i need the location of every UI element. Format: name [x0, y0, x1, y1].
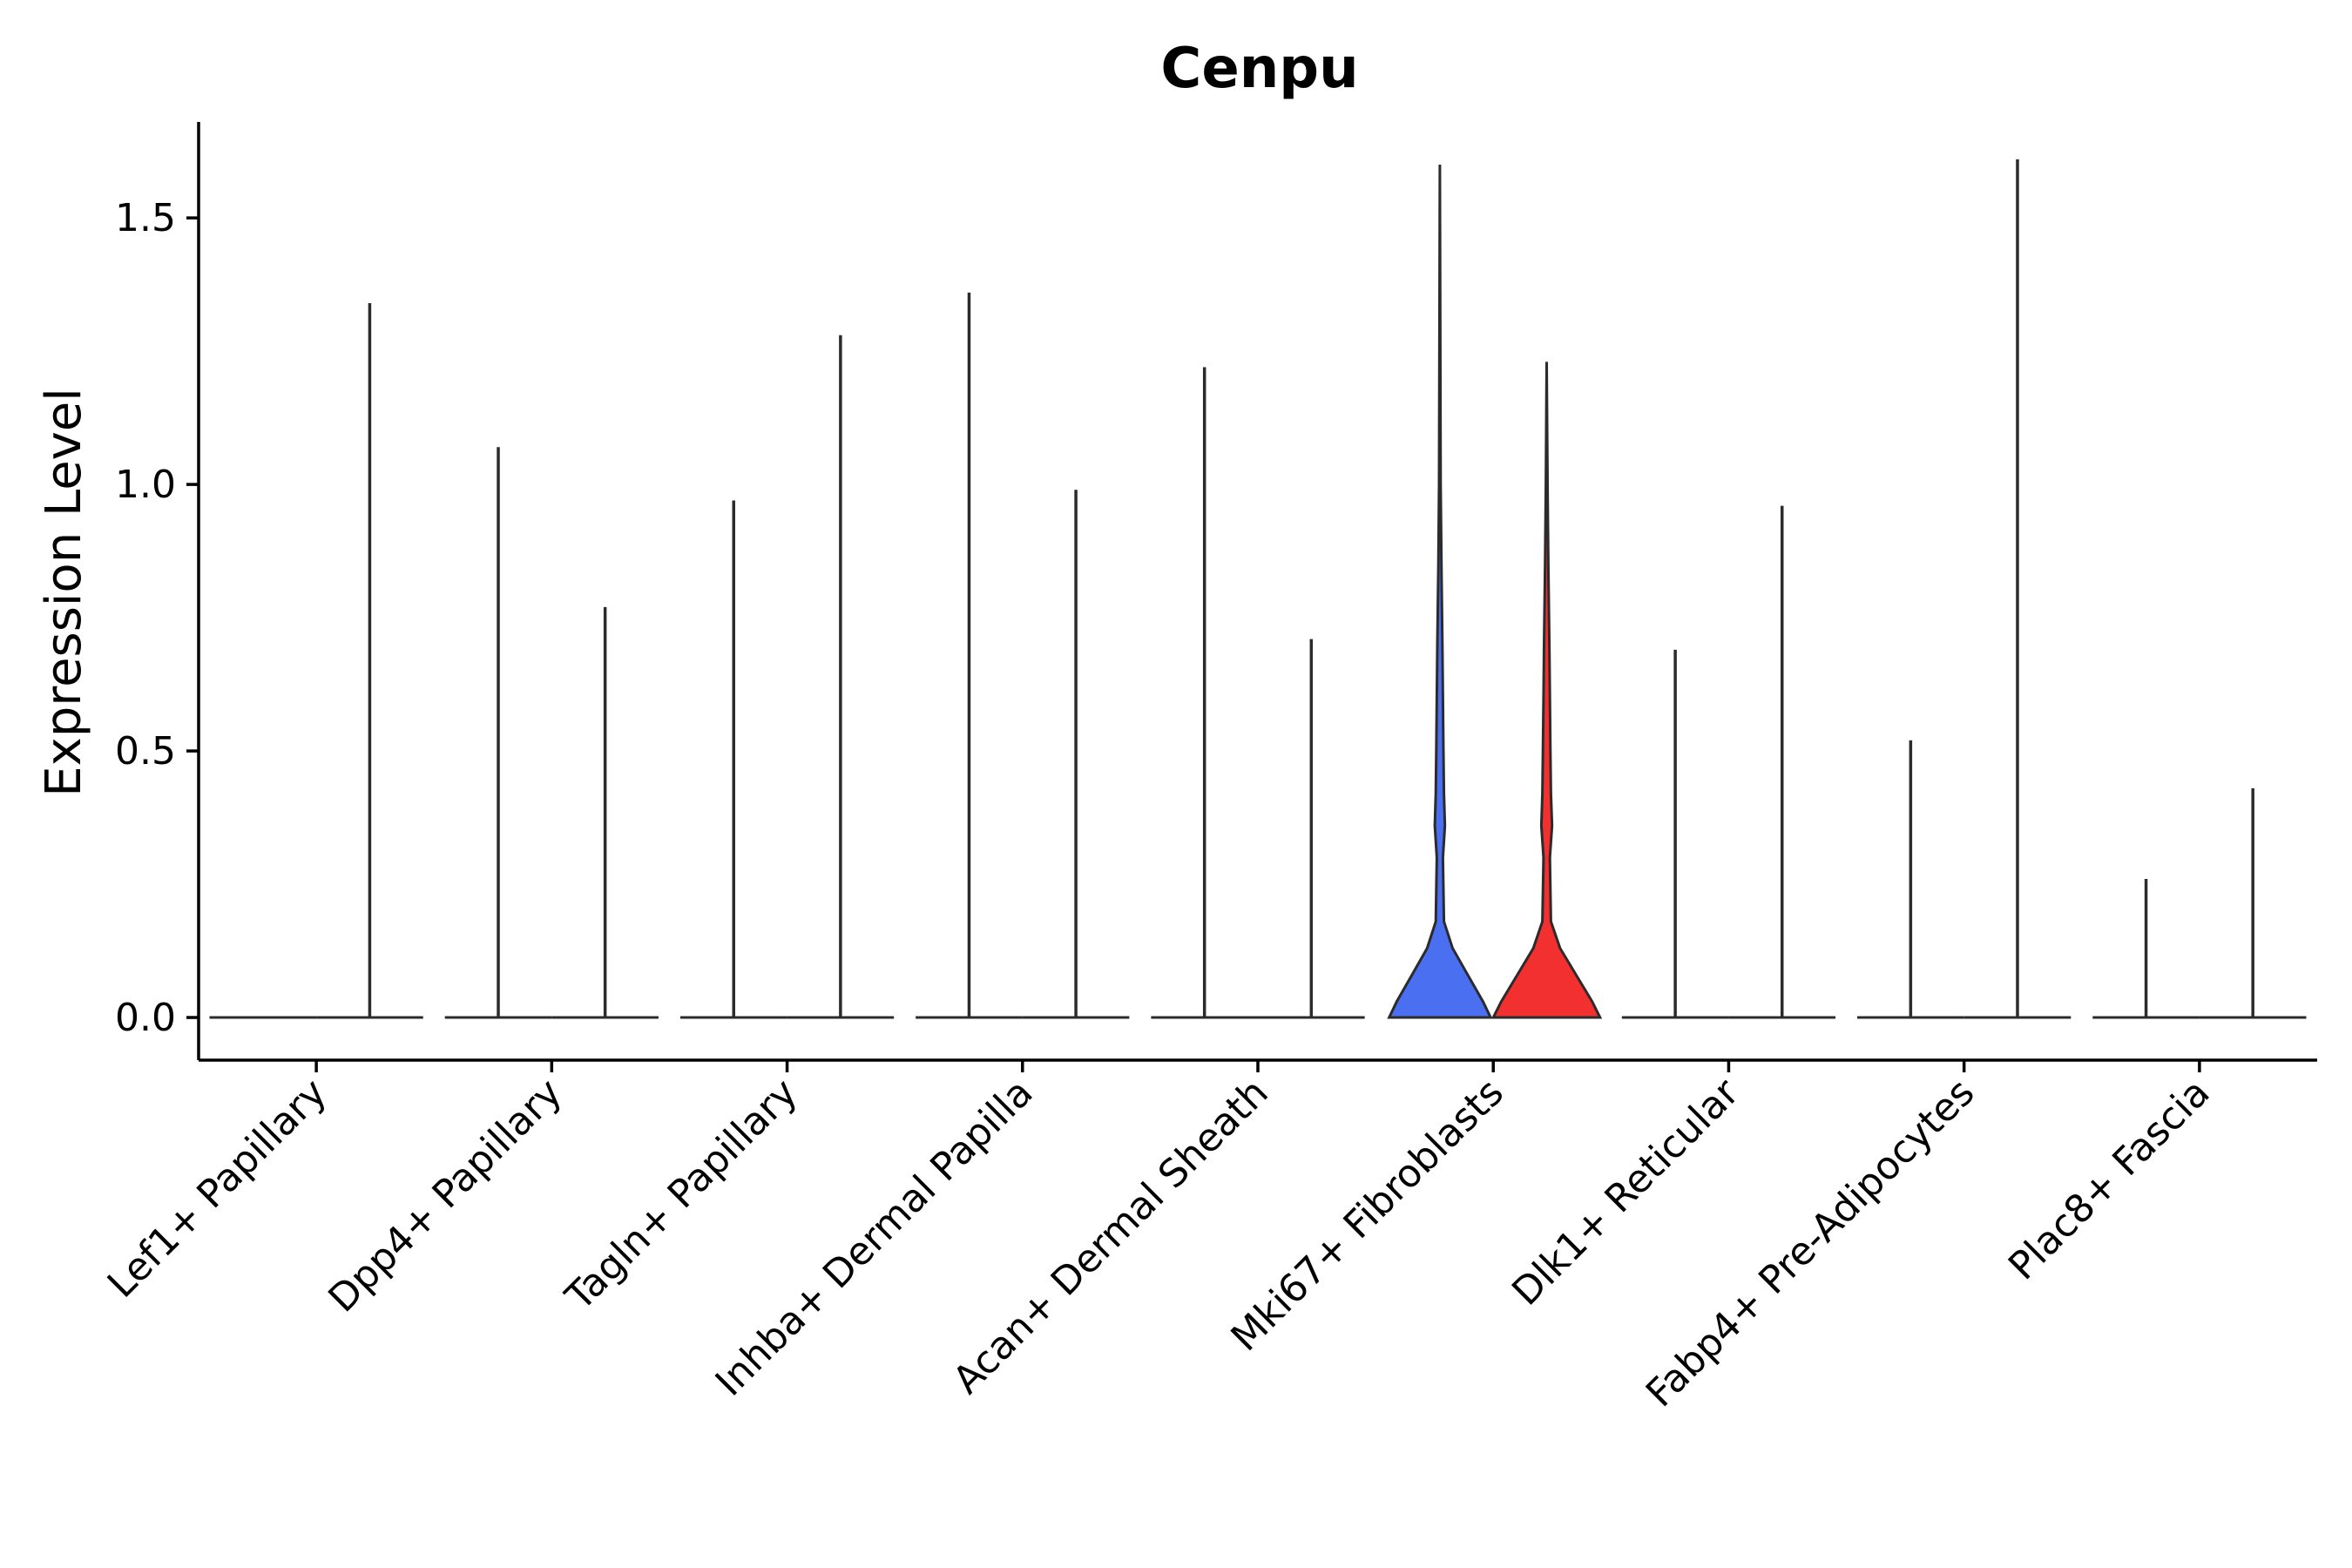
violin-2-6 — [1490, 362, 1603, 1019]
y-tick-label-3: 1.0 — [115, 463, 176, 507]
x-tick-label-6: Mki67+ Fibroblasts — [1223, 1071, 1512, 1360]
y-tick-label-4: 1.5 — [115, 196, 176, 240]
y-axis-label: Expression Level — [36, 388, 92, 797]
plot-area — [209, 159, 2307, 1019]
y-axis: 0.0 0.5 1.0 1.5 — [115, 122, 200, 1060]
violin-1-6 — [1387, 164, 1493, 1019]
x-tick-label-9: Plac8+ Fascia — [2000, 1071, 2219, 1289]
chart-title: Cenpu — [1160, 37, 1358, 101]
y-tick-label-1: 0.0 — [115, 996, 176, 1040]
x-tick-label-7: Dlk1+ Reticular — [1504, 1070, 1748, 1315]
x-tick-label-3: Tagln+ Papillary — [557, 1071, 806, 1320]
y-tick-label-2: 0.5 — [115, 729, 176, 774]
x-tick-label-1: Lef1+ Papillary — [99, 1071, 335, 1307]
x-tick-label-2: Dpp4+ Papillary — [320, 1071, 571, 1321]
